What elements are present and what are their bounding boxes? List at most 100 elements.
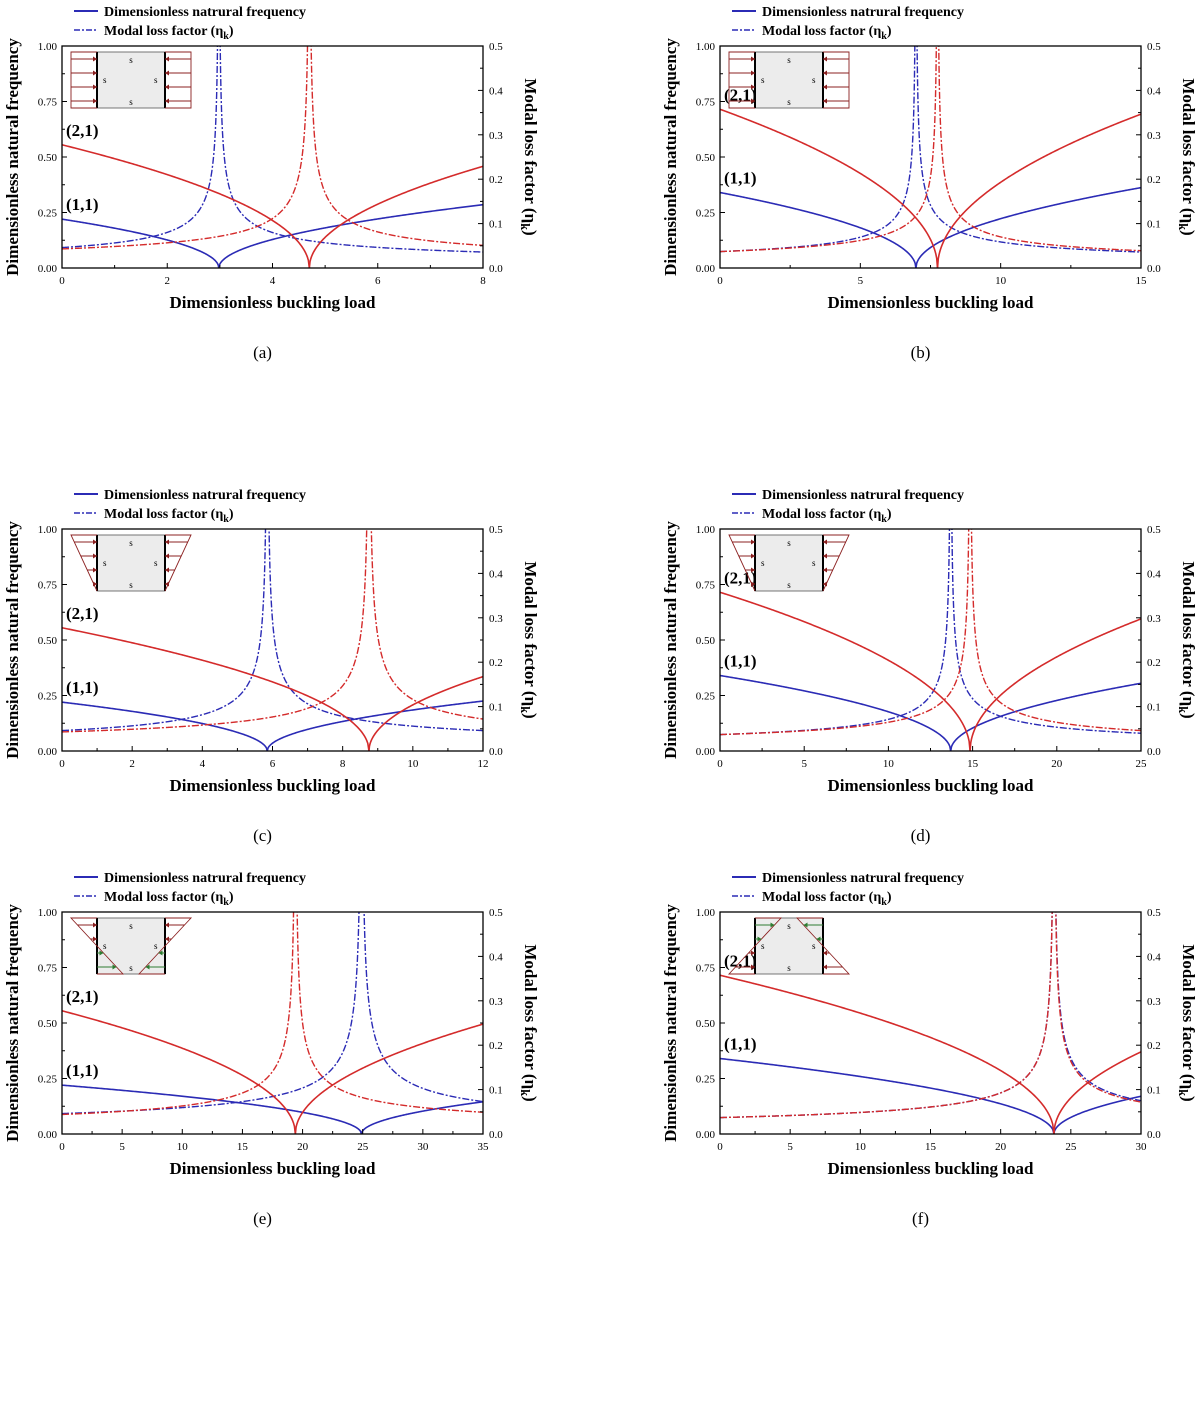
plate <box>754 917 824 975</box>
load-envelope <box>69 917 125 975</box>
y-right-tick-label: 0.1 <box>1147 702 1161 714</box>
loss-curve-(2,1)-pre <box>62 46 309 250</box>
figure-caption: (b) <box>911 343 931 362</box>
figure-caption: (c) <box>253 826 272 845</box>
frequency-curve-(2,1)-post <box>368 675 483 751</box>
chart-panel-c: Dimensionless natrural frequency Modal lo… <box>3 488 540 845</box>
y-right-tick-label: 0.4 <box>489 568 503 580</box>
edge-label: s <box>787 580 791 590</box>
load-arrow-head <box>93 84 97 90</box>
y-left-axis-title: Dimensionless natural frequency <box>3 521 22 759</box>
load-arrow-head <box>751 84 755 90</box>
load-envelope <box>727 917 783 975</box>
load-arrow-head <box>751 98 755 104</box>
y-right-tick-label: 0.2 <box>489 174 503 186</box>
chart-panel-e: Dimensionless natrural frequency Modal lo… <box>3 871 540 1228</box>
load-envelope <box>728 534 756 592</box>
mode-label-(1,1): (1,1) <box>724 1035 757 1054</box>
load-arrow-head <box>757 936 762 942</box>
load-arrow-head <box>770 922 775 928</box>
x-tick-label: 5 <box>801 758 807 770</box>
legend-label-loss: Modal loss factor (ηk) <box>104 890 234 908</box>
legend-label-loss: Modal loss factor (ηk) <box>104 507 234 525</box>
y-right-tick-label: 0.1 <box>1147 1085 1161 1097</box>
x-tick-label: 15 <box>237 1141 249 1153</box>
legend-label-frequency: Dimensionless natrural frequency <box>104 488 306 503</box>
y-right-tick-label: 0.3 <box>489 613 503 625</box>
x-tick-label: 10 <box>855 1141 867 1153</box>
curves <box>62 529 483 751</box>
curves <box>720 46 1141 268</box>
plate <box>754 534 824 592</box>
loss-curve-(2,1)-pre <box>720 46 938 253</box>
y-left-axis-title: Dimensionless natural frequency <box>3 904 22 1142</box>
curves <box>62 912 483 1134</box>
y-right-tick-label: 0.2 <box>1147 1040 1161 1052</box>
y-left-tick-label: 0.25 <box>38 208 58 220</box>
y-right-tick-label: 0.0 <box>1147 746 1161 758</box>
y-right-tick-label: 0.3 <box>1147 130 1161 142</box>
mode-label-(2,1): (2,1) <box>724 85 757 104</box>
load-diagram: s s s s <box>728 51 850 109</box>
load-arrow-head <box>93 539 97 545</box>
frequency-curve-(2,1)-post <box>294 1023 483 1134</box>
loss-curve-(2,1)-post <box>370 529 483 720</box>
y-right-tick-label: 0.0 <box>489 1129 503 1141</box>
loss-curve-(2,1)-pre <box>62 912 295 1116</box>
x-axis-title: Dimensionless buckling load <box>170 1159 376 1178</box>
frequency-curve-(1,1)-post <box>360 1101 483 1134</box>
frequency-curve-(2,1)-pre <box>720 591 971 751</box>
load-arrow-head <box>165 567 169 573</box>
frequency-curve-(1,1)-post <box>218 203 483 268</box>
load-arrow-head <box>93 936 97 942</box>
x-tick-label: 20 <box>297 1141 309 1153</box>
x-axis-title: Dimensionless buckling load <box>170 293 376 312</box>
frequency-curve-(1,1)-post <box>949 682 1141 751</box>
x-tick-label: 2 <box>129 758 135 770</box>
load-diagram: s s s s <box>727 917 851 975</box>
x-tick-label: 0 <box>717 1141 723 1153</box>
x-tick-label: 25 <box>1136 758 1148 770</box>
loss-curve-(2,1)-post <box>296 912 483 1113</box>
y-left-tick-label: 1.00 <box>38 524 58 536</box>
edge-label: s <box>761 558 765 568</box>
load-arrow-head <box>165 70 169 76</box>
x-axis-title: Dimensionless buckling load <box>170 776 376 795</box>
load-envelope <box>823 51 850 109</box>
load-arrow-head <box>93 70 97 76</box>
frequency-curve-(2,1)-pre <box>62 1010 297 1134</box>
x-tick-label: 0 <box>59 1141 65 1153</box>
y-left-tick-label: 1.00 <box>696 524 716 536</box>
loss-curve-(2,1)-pre <box>720 912 1053 1119</box>
load-arrow-head <box>823 581 827 587</box>
x-tick-label: 20 <box>1051 758 1063 770</box>
edge-label: s <box>787 921 791 931</box>
load-arrow-head <box>751 964 755 970</box>
y-right-tick-label: 0.5 <box>489 907 503 919</box>
load-arrow-head <box>823 98 827 104</box>
y-left-tick-label: 0.00 <box>38 263 58 275</box>
load-envelope <box>164 534 192 592</box>
loss-curve-(1,1)-post <box>916 46 1141 253</box>
mode-label-(2,1): (2,1) <box>724 951 757 970</box>
load-arrow-head <box>751 567 755 573</box>
x-tick-label: 10 <box>407 758 419 770</box>
load-arrow-head <box>823 70 827 76</box>
y-left-tick-label: 0.75 <box>696 97 716 109</box>
load-arrow-head <box>823 56 827 62</box>
load-diagram: s s s s <box>69 917 193 975</box>
frequency-curve-(2,1)-post <box>969 618 1141 751</box>
figure-caption: (d) <box>911 826 931 845</box>
legend-label-frequency: Dimensionless natrural frequency <box>762 488 964 503</box>
load-arrow-head <box>165 553 169 559</box>
loss-curve-(2,1)-post <box>310 46 483 247</box>
legend: Dimensionless natrural frequency Modal lo… <box>732 5 964 42</box>
x-tick-label: 30 <box>1136 1141 1148 1153</box>
loss-curve-(1,1)-post <box>363 912 483 1103</box>
x-tick-label: 5 <box>787 1141 793 1153</box>
chart-panel-d: Dimensionless natrural frequency Modal lo… <box>661 488 1198 845</box>
curves <box>720 912 1141 1134</box>
x-tick-label: 15 <box>925 1141 937 1153</box>
y-right-tick-label: 0.4 <box>489 85 503 97</box>
y-left-tick-label: 0.25 <box>696 208 716 220</box>
